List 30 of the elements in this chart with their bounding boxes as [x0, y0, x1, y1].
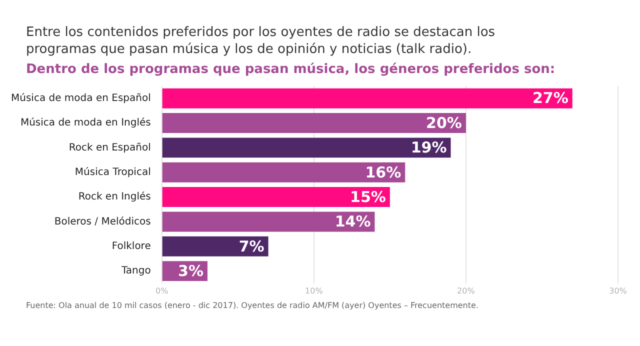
data-label: 7% [238, 237, 264, 256]
x-tick-label: 30% [609, 286, 628, 296]
bar [162, 162, 406, 182]
bar [162, 212, 375, 232]
chart-title: Entre los contenidos preferidos por los oyentes de radio se destacan los programas que pasan música y los de opinión y noticias (talk radio). [25, 24, 496, 58]
y-tick-label: Música de moda en Inglés [20, 118, 151, 129]
bar [162, 138, 451, 158]
x-tick-label: 10% [305, 286, 324, 296]
chart-subtitle: Dentro de los programas que pasan música, los géneros preferidos son: [25, 61, 556, 77]
data-label: 15% [350, 188, 386, 206]
x-tick-label: 0% [156, 286, 169, 296]
x-tick-label: 20% [457, 286, 476, 296]
y-tick-label: Música Tropical [74, 166, 151, 178]
bar [162, 88, 572, 108]
source-note: Fuente: Ola anual de 10 mil casos (enero - dic 2017). Oyentes de radio AM/FM (ayer) Oyentes – Frecuentemente. [25, 300, 480, 310]
data-label: 14% [334, 212, 371, 231]
bar [162, 113, 466, 134]
data-label: 16% [365, 163, 402, 182]
y-tick-label: Música de moda en Español [11, 92, 151, 104]
y-tick-label: Folklore [112, 240, 151, 252]
y-tick-label: Tango [120, 266, 151, 277]
bar [162, 187, 390, 208]
y-tick-label: Boleros / Melódicos [54, 216, 151, 228]
y-tick-label: Rock en Inglés [78, 192, 151, 203]
data-label: 19% [410, 138, 447, 157]
data-label: 20% [426, 114, 462, 132]
data-label: 3% [178, 262, 204, 280]
data-label: 27% [532, 89, 568, 108]
bar [162, 236, 268, 256]
y-tick-label: Rock en Español [68, 142, 151, 154]
